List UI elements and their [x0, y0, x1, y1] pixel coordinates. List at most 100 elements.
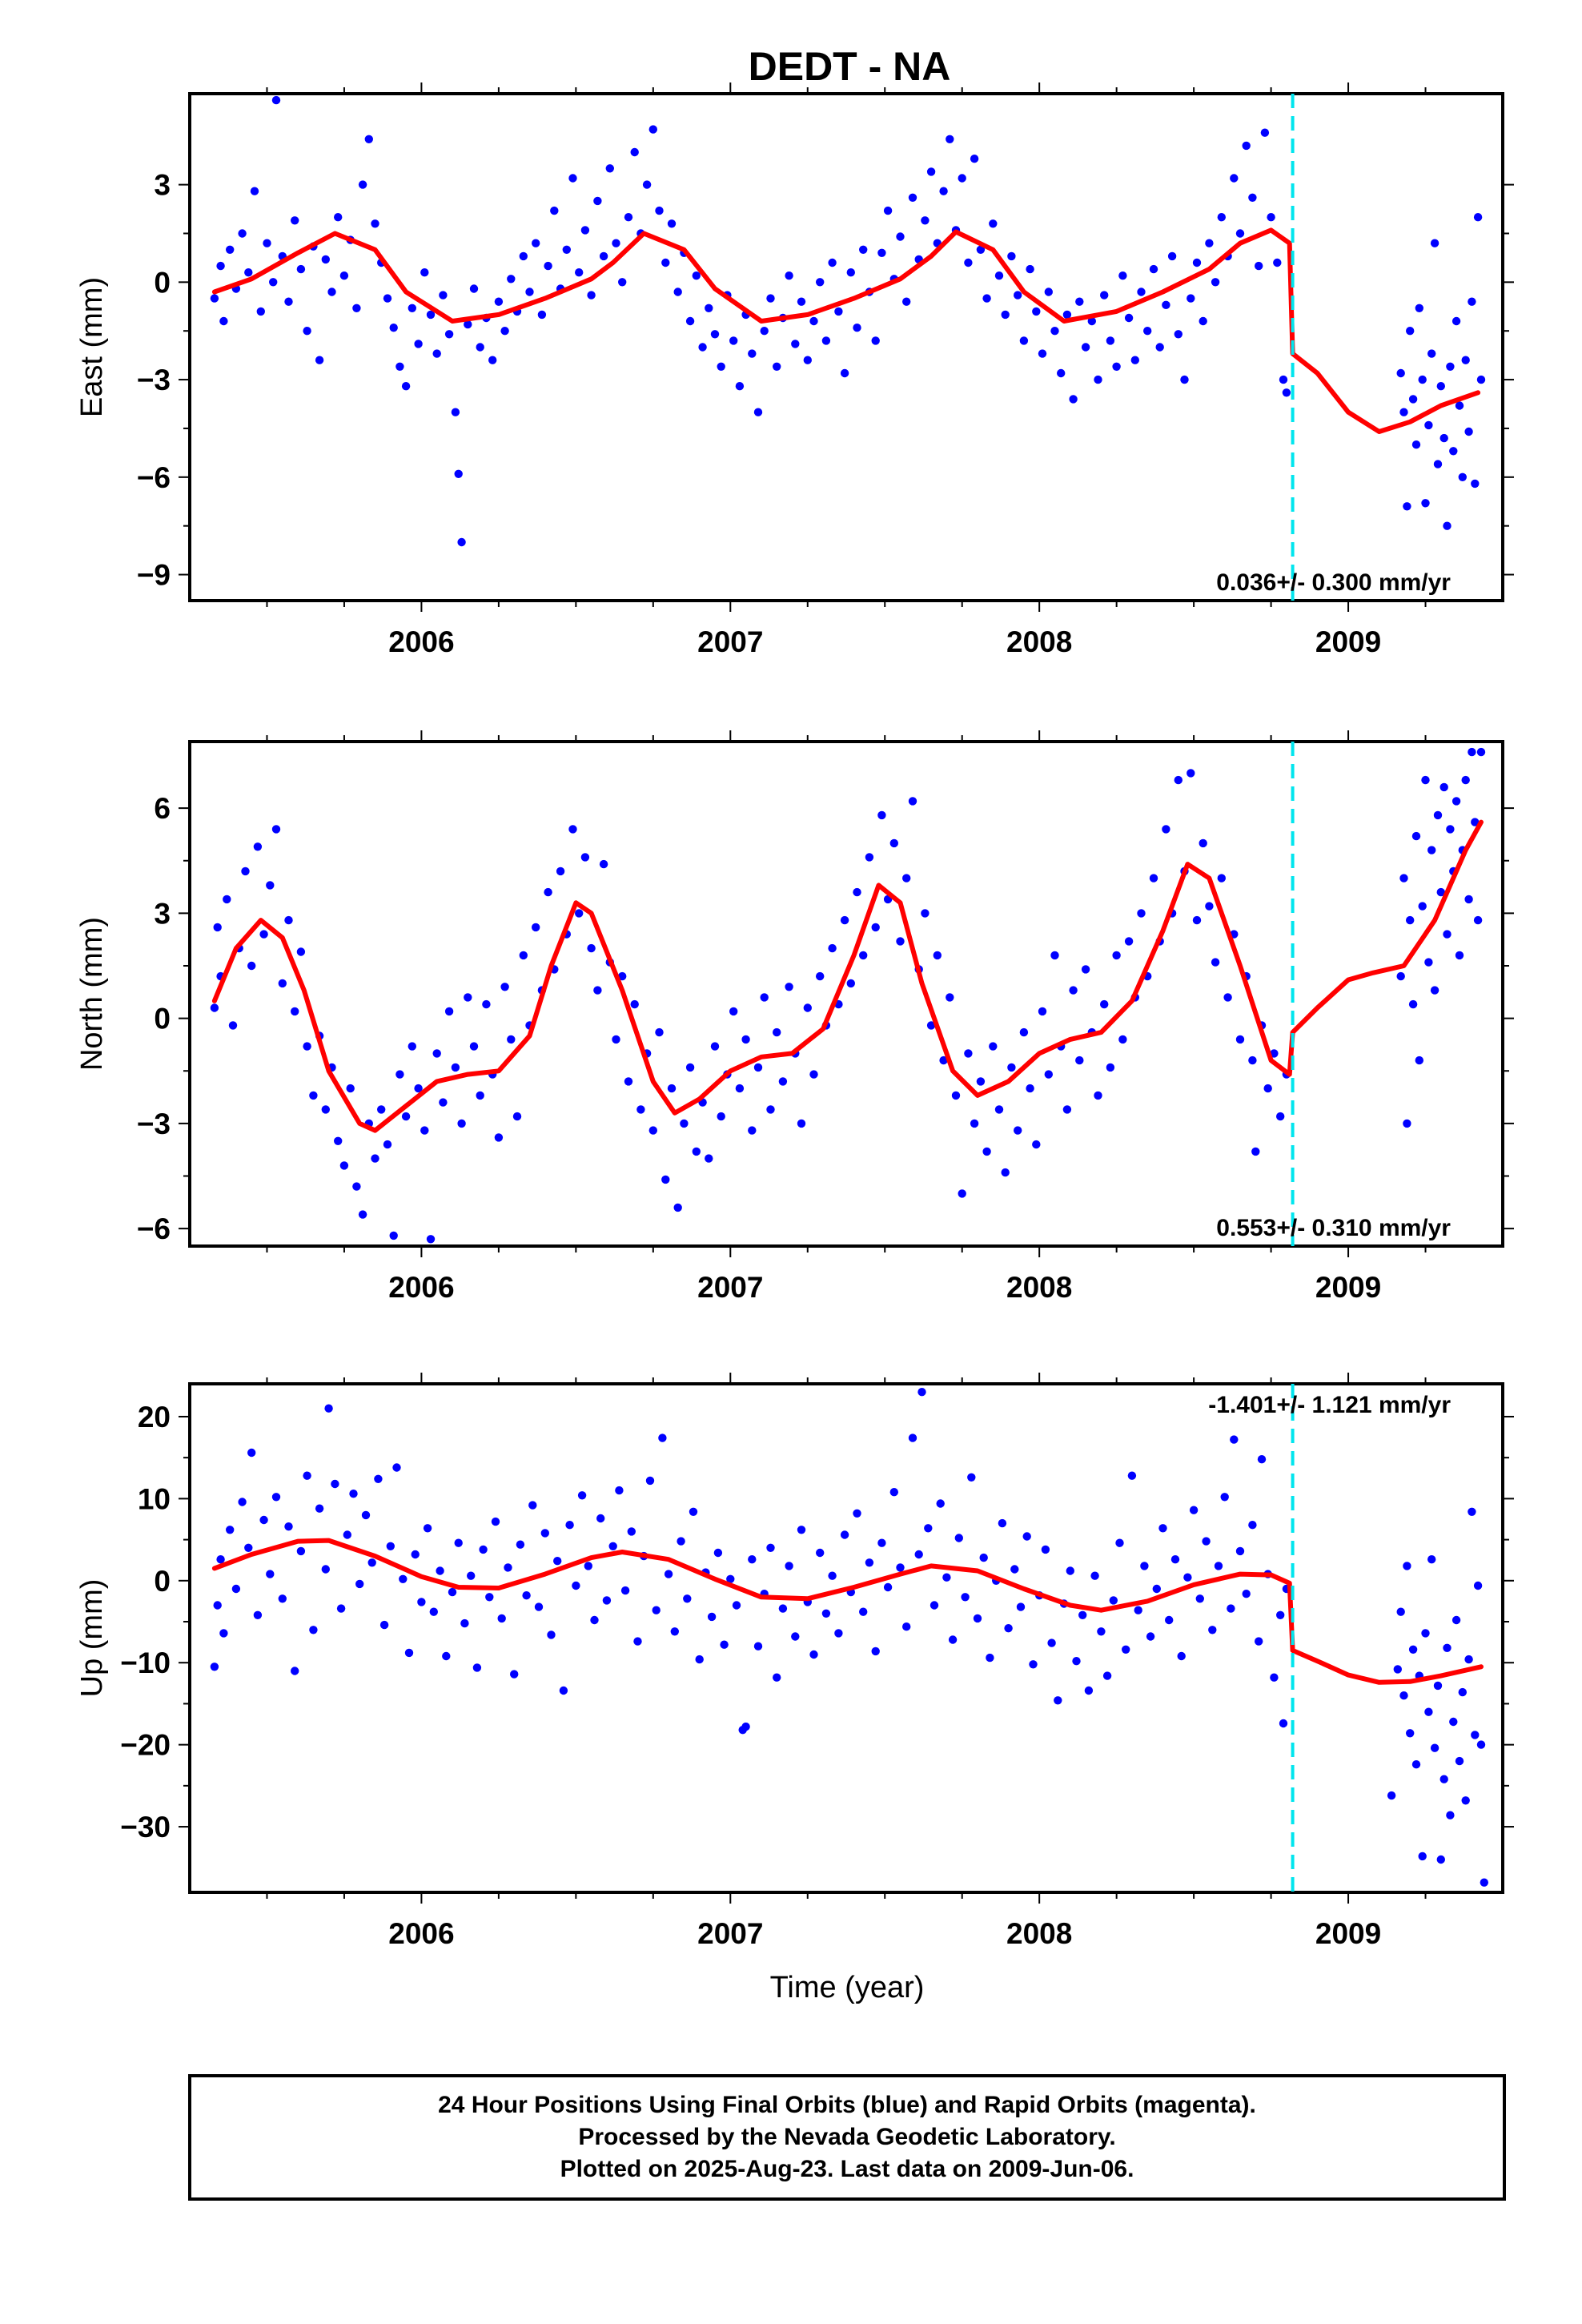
data-point	[414, 340, 423, 348]
data-point	[278, 1594, 287, 1603]
data-point	[1461, 356, 1470, 364]
data-point	[580, 853, 590, 862]
data-point	[550, 206, 559, 215]
data-point	[213, 923, 222, 932]
data-point	[361, 1510, 371, 1520]
data-point	[612, 239, 620, 247]
data-point	[778, 1604, 788, 1613]
data-point	[1273, 258, 1282, 267]
data-point	[250, 187, 259, 195]
data-point	[284, 1522, 293, 1531]
data-point	[1130, 356, 1140, 364]
data-point	[414, 1084, 423, 1093]
y-tick-label: 0	[154, 1003, 171, 1035]
data-point	[1468, 747, 1476, 757]
data-point	[661, 1175, 670, 1184]
data-point	[420, 268, 429, 277]
data-point	[785, 271, 793, 280]
data-point	[924, 1524, 933, 1533]
data-point	[797, 297, 806, 306]
data-point	[1403, 502, 1411, 511]
data-point	[457, 537, 466, 547]
data-point	[568, 174, 577, 183]
data-point	[1455, 951, 1464, 960]
data-point	[216, 1555, 225, 1564]
data-point	[877, 810, 886, 820]
data-point	[593, 196, 602, 206]
data-point	[253, 1610, 263, 1620]
data-point	[238, 1498, 247, 1506]
data-point	[436, 1566, 444, 1575]
data-point	[964, 258, 973, 267]
data-point	[408, 304, 416, 312]
data-point	[1452, 316, 1461, 326]
data-point	[1406, 1729, 1415, 1738]
data-point	[444, 1007, 454, 1016]
data-point	[815, 278, 825, 287]
data-point	[1393, 1665, 1403, 1674]
data-point	[396, 1070, 404, 1079]
data-point	[371, 219, 379, 228]
footer-line-2: Processed by the Nevada Geodetic Laborat…	[578, 2124, 1115, 2150]
data-point	[352, 1182, 361, 1191]
data-point	[766, 1543, 775, 1553]
data-point	[1439, 433, 1448, 443]
data-point	[791, 340, 800, 348]
panel-frame	[188, 92, 1504, 602]
data-point	[896, 937, 905, 946]
data-point	[1081, 965, 1090, 974]
x-tick-label: 2006	[388, 1917, 454, 1950]
data-point	[1001, 310, 1010, 320]
data-point	[352, 304, 361, 312]
data-point	[685, 1063, 695, 1072]
model-fit-line	[211, 227, 1481, 434]
data-point	[1084, 1686, 1094, 1695]
data-point	[809, 316, 818, 326]
data-point	[917, 1388, 926, 1397]
panel-frame	[188, 740, 1504, 1248]
data-point	[1010, 1565, 1019, 1574]
data-point	[580, 226, 590, 235]
data-point	[540, 1529, 549, 1538]
data-point	[908, 193, 917, 202]
data-point	[1408, 999, 1418, 1009]
data-point	[1282, 388, 1291, 397]
data-point	[948, 1635, 958, 1644]
data-point	[840, 1530, 849, 1539]
data-point	[926, 1021, 936, 1030]
data-point	[500, 983, 509, 991]
data-point	[877, 248, 886, 257]
y-tick-label: −3	[137, 1108, 171, 1140]
data-point	[1199, 316, 1207, 326]
data-point	[1415, 304, 1424, 312]
data-point	[1424, 420, 1433, 430]
data-point	[982, 1147, 991, 1156]
data-point	[1205, 239, 1214, 247]
data-point	[1158, 1524, 1167, 1533]
data-point	[479, 1545, 488, 1554]
data-point	[507, 275, 516, 283]
data-point	[1421, 499, 1430, 508]
data-point	[921, 909, 930, 918]
data-point	[951, 1091, 961, 1100]
data-point	[482, 999, 491, 1009]
data-point	[1195, 1594, 1205, 1603]
data-point	[741, 1722, 750, 1731]
data-point	[244, 1543, 253, 1553]
y-tick-label: 0	[154, 1565, 171, 1598]
data-point	[291, 216, 299, 225]
data-point	[374, 1474, 383, 1484]
data-point	[605, 164, 614, 173]
data-point	[707, 1612, 717, 1622]
data-point	[982, 294, 991, 303]
data-point	[1430, 239, 1439, 247]
y-tick-label: −9	[137, 559, 171, 592]
data-point	[1270, 1673, 1279, 1682]
data-point	[797, 1526, 806, 1534]
data-point	[642, 180, 652, 189]
data-point	[1230, 174, 1239, 183]
data-point	[1242, 141, 1251, 151]
data-point	[1443, 1643, 1452, 1652]
data-point	[1427, 846, 1436, 854]
data-point	[553, 1557, 562, 1566]
